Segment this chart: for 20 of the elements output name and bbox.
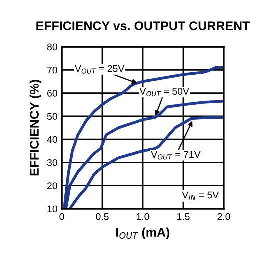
- x-tick-label: 0.5: [96, 213, 109, 220]
- y-tick-label: 60: [48, 90, 58, 97]
- y-tick-label: 20: [48, 182, 58, 190]
- x-tick-label: 1.0: [136, 213, 150, 220]
- x-tick-label: 0: [60, 213, 64, 220]
- y-tick-label: 50: [47, 113, 58, 120]
- y-axis-title: EFFICIENCY (%): [30, 80, 42, 176]
- x-tick-label: 2.0: [218, 213, 230, 220]
- x-tick-label: 1.5: [177, 214, 190, 220]
- chart-title: EFFICIENCY vs. OUTPUT CURRENT: [36, 22, 250, 30]
- annotation: V$_{OUT}$ = 25V: [75, 65, 125, 74]
- y-tick-label: 40: [47, 136, 58, 144]
- x-axis-title: I$_{OUT}$ (mA): [116, 228, 170, 240]
- annotation: V$_{OUT}$ = 71V: [151, 151, 201, 160]
- y-tick-label: 70: [48, 66, 58, 74]
- y-tick-label: 80: [47, 44, 58, 51]
- annotation: V$_{OUT}$ = 50V: [140, 88, 190, 97]
- y-tick-label: 10: [48, 206, 58, 213]
- y-tick-label: 30: [47, 159, 58, 166]
- annotation: V$_{IN}$ = 5V: [182, 192, 220, 200]
